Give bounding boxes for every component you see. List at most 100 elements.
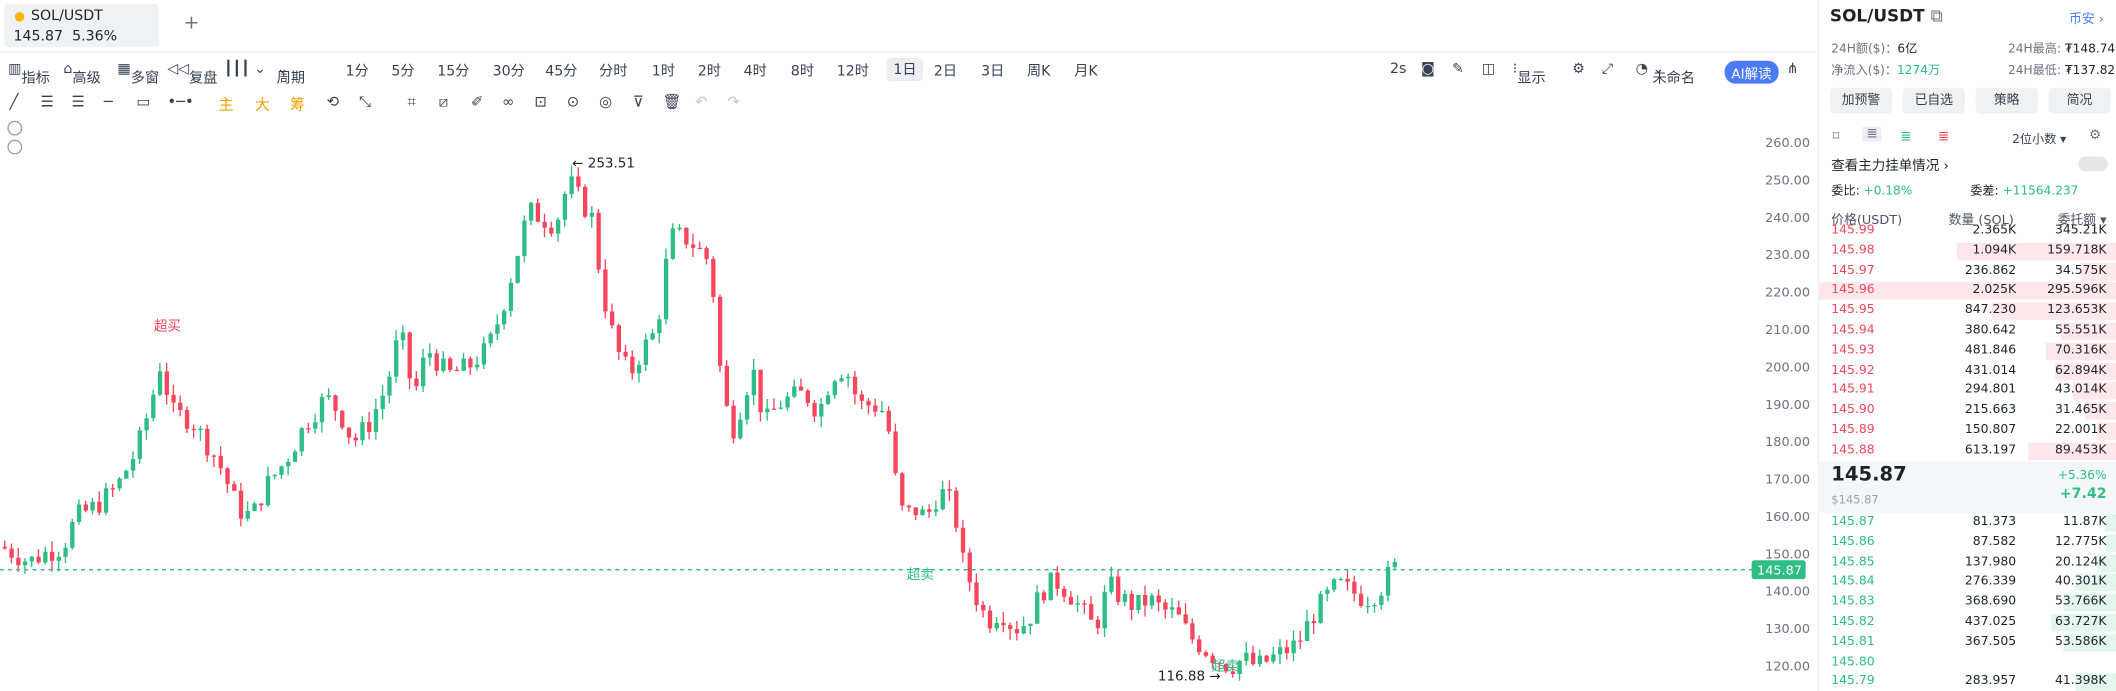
chart-type-button[interactable]: ┃┃┃ ⌄ [224, 60, 266, 77]
view-bids-icon[interactable]: ≣ [1900, 129, 1912, 145]
tf-9[interactable]: 8时 [790, 63, 815, 80]
watchlist-button[interactable]: 已自选 [1902, 87, 1965, 114]
collapse-icon[interactable] [7, 120, 23, 136]
add-tab-icon[interactable]: + [183, 12, 200, 34]
tf-15[interactable]: 月K [1074, 63, 1098, 80]
orderbook-row[interactable]: 145.93 481.846 70.316K [1819, 341, 2116, 361]
orderbook-row[interactable]: 145.81 367.505 53.586K [1819, 633, 2116, 653]
undo-icon[interactable]: ↶ [694, 93, 708, 111]
period-dropdown[interactable]: 周期 ⌄ [276, 60, 305, 87]
camera-icon[interactable]: ◙ [1421, 60, 1435, 77]
orderbook-row[interactable]: 145.95 847.230 123.653K [1819, 301, 2116, 321]
indicators-button[interactable]: ▥ 指标 [8, 60, 50, 87]
orderbook-settings-icon[interactable]: ⚙ [2089, 128, 2102, 144]
tf-6[interactable]: 1时 [651, 63, 676, 80]
advanced-button[interactable]: ⌂ 高级 [63, 60, 101, 87]
tf-4[interactable]: 45分 [545, 63, 578, 80]
refresh-interval[interactable]: 2s [1389, 60, 1407, 77]
y-tick-label: 130.00 [1765, 622, 1810, 637]
replay-button[interactable]: ◁◁ 复盘 [167, 60, 218, 87]
tf-13[interactable]: 3日 [981, 63, 1005, 80]
brush-icon[interactable]: ✐ [470, 93, 484, 111]
share-icon[interactable]: ⋔ [1786, 60, 1799, 77]
main-orders-toggle[interactable] [2078, 156, 2108, 172]
orderbook-row[interactable]: 145.97 236.862 34.575K [1819, 261, 2116, 281]
main-force-toggle[interactable]: 主 [218, 95, 234, 114]
profile-button[interactable]: 简况 [2048, 87, 2111, 114]
path-tool-icon[interactable]: •─• [167, 93, 194, 111]
crop-icon[interactable]: ⌗ [407, 93, 416, 111]
trash-icon[interactable]: 🗑 [662, 93, 682, 111]
settings-icon[interactable]: ⚙ [1572, 60, 1585, 77]
orderbook-row[interactable]: 145.88 613.197 89.453K [1819, 441, 2116, 461]
layout-dropdown[interactable]: ◔ 未命名 ⌄ [1635, 60, 1695, 87]
chip-toggle[interactable]: 筹 [290, 95, 305, 114]
orderbook-row[interactable]: 145.92 431.014 62.894K [1819, 361, 2116, 381]
orderbook-row[interactable]: 145.83 368.690 53.766K [1819, 593, 2116, 613]
orderbook-row[interactable]: 145.99 2.365K 345.21K [1819, 221, 2116, 241]
tf-7[interactable]: 2时 [697, 63, 721, 80]
rect-tool-icon[interactable]: ▭ [136, 93, 151, 111]
view-asks-icon[interactable]: ≣ [1937, 129, 1950, 145]
orderbook-row[interactable]: 145.98 1.094K 159.718K [1819, 241, 2116, 261]
tf-14[interactable]: 周K [1026, 63, 1051, 80]
main-orders-link[interactable]: 查看主力挂单情况 › [1831, 159, 1949, 175]
inflow-stat: 净流入($)：1274万 [1831, 64, 1941, 79]
candle-body [1338, 578, 1344, 581]
orderbook-row[interactable]: 145.89 150.807 22.001K [1819, 421, 2116, 441]
ray-tool-icon[interactable]: ─ [103, 93, 113, 111]
orderbook-row[interactable]: 145.79 283.957 41.398K [1819, 673, 2116, 691]
filter-icon[interactable]: ⊽ [632, 93, 644, 111]
alert-button[interactable]: 加预警 [1829, 87, 1892, 114]
redo-icon[interactable]: ↷ [727, 93, 740, 111]
ruler-icon[interactable]: ⧄ [438, 93, 449, 111]
hline-tool-icon[interactable]: ☰ [40, 93, 54, 111]
tf-11[interactable]: 1日 [886, 58, 924, 81]
fullscreen-icon[interactable]: ⤢ [1601, 60, 1614, 77]
tf-3[interactable]: 30分 [492, 63, 525, 80]
candlestick-chart[interactable]: 260.00 250.00 240.00 230.00 220.00 210.00 200.… [0, 119, 1815, 691]
lock-icon[interactable]: ⊡ [534, 93, 547, 111]
ai-button[interactable]: AI解读 [1724, 60, 1779, 84]
view-split-icon[interactable]: ≣ [1862, 126, 1882, 142]
expand-icon[interactable] [7, 139, 23, 155]
measure-icon[interactable]: ⤡ [358, 93, 371, 111]
orderbook-row[interactable]: 145.82 437.025 63.727K [1819, 613, 2116, 633]
display-button[interactable]: ⁝ 显示 [1512, 60, 1546, 87]
price-axis: 260.00 250.00 240.00 230.00 220.00 210.00 200.… [1765, 136, 1810, 674]
pen-icon[interactable]: ✎ [1452, 60, 1464, 77]
orderbook-row[interactable]: 145.80 [1819, 653, 2116, 673]
orderbook-row[interactable]: 145.85 137.980 20.124K [1819, 553, 2116, 573]
magnet2-icon[interactable]: ◎ [599, 93, 613, 111]
view-both-icon[interactable]: ⌑ [1832, 129, 1840, 145]
big-order-toggle[interactable]: 大 [255, 95, 270, 114]
orderbook-row[interactable]: 145.86 87.582 12.775K [1819, 533, 2116, 553]
orderbook-row[interactable]: 145.91 294.801 43.014K [1819, 381, 2116, 401]
multi-window-button[interactable]: ▦ 多窗 [117, 60, 160, 87]
orderbook-row[interactable]: 145.90 215.663 31.465K [1819, 401, 2116, 421]
tf-8[interactable]: 4时 [743, 63, 767, 80]
row-qty: 613.197 [1964, 442, 2017, 458]
tf-0[interactable]: 1分 [345, 63, 369, 80]
amount-header[interactable]: 委托额 ▾ [2057, 213, 2107, 229]
tf-5[interactable]: 分时 [599, 63, 628, 80]
parallel-tool-icon[interactable]: ☰ [71, 93, 85, 111]
magnet-icon[interactable]: ⟲ [326, 93, 340, 111]
candle-body [97, 501, 102, 513]
orderbook-row[interactable]: 145.96 2.025K 295.596K [1819, 281, 2116, 301]
tf-1[interactable]: 5分 [391, 63, 415, 80]
orderbook-row[interactable]: 145.87 81.373 11.87K [1819, 513, 2116, 533]
tab-sol-usdt[interactable]: SOL/USDT 145.87 5.36% [4, 4, 160, 48]
orderbook-row[interactable]: 145.84 276.339 40.301K [1819, 573, 2116, 593]
decimals-dropdown[interactable]: 2位小数 ▾ [2012, 133, 2067, 148]
tf-12[interactable]: 2日 [933, 63, 958, 80]
comment-icon[interactable]: ◫ [1481, 60, 1496, 77]
exchange-link[interactable]: 币安 › [2068, 12, 2104, 27]
tf-2[interactable]: 15分 [437, 63, 470, 80]
eye-icon[interactable]: ⊙ [566, 93, 580, 111]
orderbook-row[interactable]: 145.94 380.642 55.551K [1819, 321, 2116, 341]
strategy-button[interactable]: 策略 [1975, 87, 2038, 114]
tf-10[interactable]: 12时 [836, 63, 869, 80]
line-tool-icon[interactable]: ╱ [9, 93, 19, 111]
link-icon[interactable]: ∞ [502, 93, 515, 111]
